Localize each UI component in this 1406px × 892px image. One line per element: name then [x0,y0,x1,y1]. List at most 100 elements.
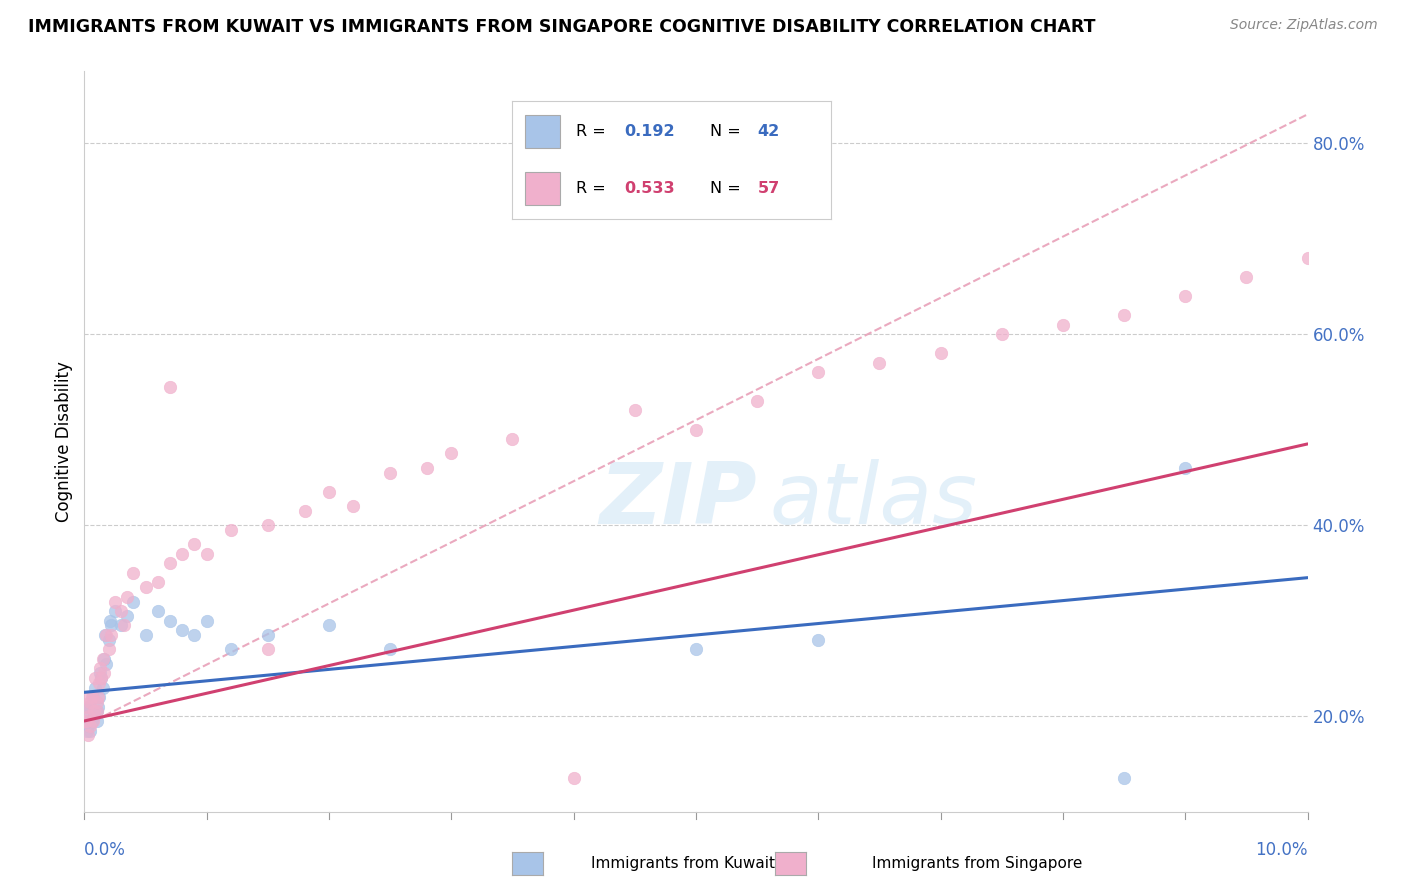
Point [77,709,100,723]
Point [100,618,122,632]
Point [79,723,101,738]
Point [89,666,111,681]
Point [83,705,105,719]
Point [77,699,100,714]
Point [1174,460,1197,475]
Point [172,624,194,638]
Point [115,608,138,623]
Point [135,628,157,642]
Point [87,690,110,704]
Point [257,518,280,533]
Point [93,666,115,681]
Point [929,346,952,360]
Text: atlas: atlas [769,459,977,542]
Point [80,714,103,728]
Point [135,580,157,594]
Point [79,695,101,709]
Point [294,504,316,518]
Text: Source: ZipAtlas.com: Source: ZipAtlas.com [1230,18,1378,32]
Point [624,403,647,417]
Point [1114,308,1136,322]
Point [77,709,100,723]
Point [89,661,111,675]
Point [75,714,97,728]
Point [807,365,830,379]
Point [86,705,108,719]
Point [146,575,169,590]
Point [257,628,280,642]
Point [146,604,169,618]
Point [159,379,181,393]
Point [84,681,107,695]
Text: Immigrants from Kuwait: Immigrants from Kuwait [591,856,775,871]
Point [79,719,101,733]
Text: 10.0%: 10.0% [1256,841,1308,859]
Point [1296,251,1319,265]
Point [1174,289,1197,303]
Point [1236,269,1258,284]
Point [83,709,105,723]
Point [159,557,181,571]
Point [77,719,100,733]
Point [93,652,115,666]
Point [110,604,132,618]
Point [172,547,194,561]
Point [104,604,127,618]
Point [82,690,104,704]
Text: 0.0%: 0.0% [84,841,127,859]
Point [100,628,122,642]
Point [82,714,104,728]
Point [219,523,242,537]
Point [219,642,242,657]
Point [416,460,439,475]
Point [112,618,135,632]
Point [115,590,138,604]
Point [77,690,100,704]
Y-axis label: Cognitive Disability: Cognitive Disability [55,361,73,522]
Point [87,699,110,714]
Point [747,393,769,408]
Point [97,632,120,647]
Point [96,657,118,671]
Text: ZIP: ZIP [599,459,758,542]
Point [80,690,103,704]
Point [869,356,891,370]
Point [110,618,132,632]
Point [342,499,364,513]
Point [87,675,110,690]
Point [76,723,98,738]
Point [75,714,97,728]
Point [440,446,463,460]
Point [1052,318,1074,332]
Point [807,632,830,647]
Point [94,628,117,642]
Point [195,614,218,628]
Point [502,432,524,446]
Point [90,671,112,685]
Point [380,466,402,480]
Point [122,594,145,608]
Point [159,614,181,628]
Text: IMMIGRANTS FROM KUWAIT VS IMMIGRANTS FROM SINGAPORE COGNITIVE DISABILITY CORRELA: IMMIGRANTS FROM KUWAIT VS IMMIGRANTS FRO… [28,18,1095,36]
Text: Immigrants from Singapore: Immigrants from Singapore [872,856,1083,871]
Point [685,423,707,437]
Point [91,681,114,695]
Point [77,728,100,742]
Point [1114,772,1136,786]
Point [97,642,120,657]
Point [96,628,118,642]
Point [318,484,340,499]
Point [84,671,107,685]
Point [86,705,108,719]
Point [685,642,707,657]
Point [79,699,101,714]
Point [318,618,340,632]
Point [98,614,121,628]
Point [380,642,402,657]
Point [91,652,114,666]
Point [86,695,108,709]
Point [76,699,98,714]
Point [183,537,205,551]
Point [104,594,127,608]
Point [86,714,108,728]
